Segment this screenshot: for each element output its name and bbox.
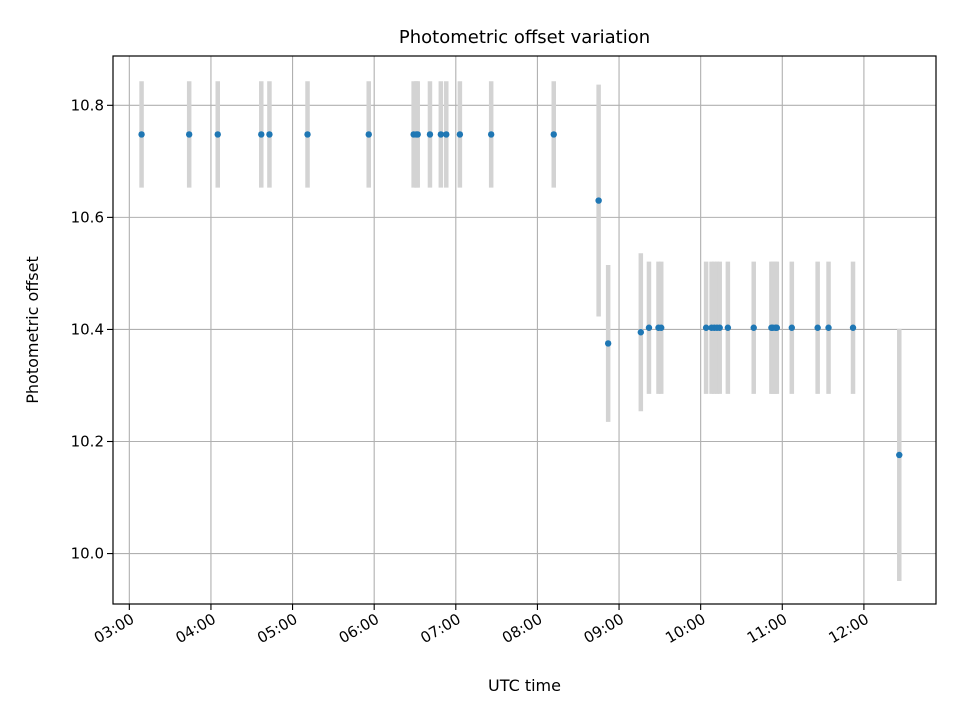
data-point — [214, 131, 221, 138]
data-point — [896, 451, 903, 459]
data-point — [304, 131, 311, 138]
data-point — [716, 324, 723, 331]
data-point — [825, 324, 832, 331]
y-axis-label: Photometric offset — [23, 256, 42, 404]
plot-frame — [112, 55, 937, 605]
data-point — [266, 131, 273, 138]
data-point — [645, 324, 653, 331]
y-tick-label: 10.4 — [71, 320, 104, 338]
data-point — [258, 131, 265, 138]
data-point — [550, 131, 557, 138]
data-point — [456, 131, 464, 138]
y-tick-label: 10.8 — [71, 96, 104, 114]
data-point — [443, 131, 450, 138]
data-point — [849, 324, 857, 331]
data-point — [437, 131, 445, 138]
grid-layer — [113, 56, 936, 604]
data-point — [658, 324, 665, 331]
y-tick-label: 10.0 — [71, 545, 104, 563]
data-point — [185, 131, 193, 138]
data-point — [702, 324, 710, 331]
y-tick-label: 10.6 — [71, 208, 104, 226]
chart-title: Photometric offset variation — [399, 27, 650, 48]
data-point — [604, 340, 612, 347]
point-layer — [138, 131, 903, 459]
data-point — [773, 324, 781, 331]
data-point — [724, 324, 732, 331]
data-point — [426, 131, 434, 138]
data-point — [138, 131, 145, 138]
data-point — [814, 324, 821, 331]
data-point — [487, 131, 495, 138]
x-axis-label: UTC time — [488, 676, 561, 695]
data-point — [414, 131, 421, 138]
data-point — [595, 197, 602, 204]
y-tick-label: 10.2 — [71, 433, 104, 451]
data-point — [637, 329, 645, 336]
data-point — [365, 131, 372, 138]
data-point — [788, 324, 796, 331]
data-point — [750, 324, 757, 331]
